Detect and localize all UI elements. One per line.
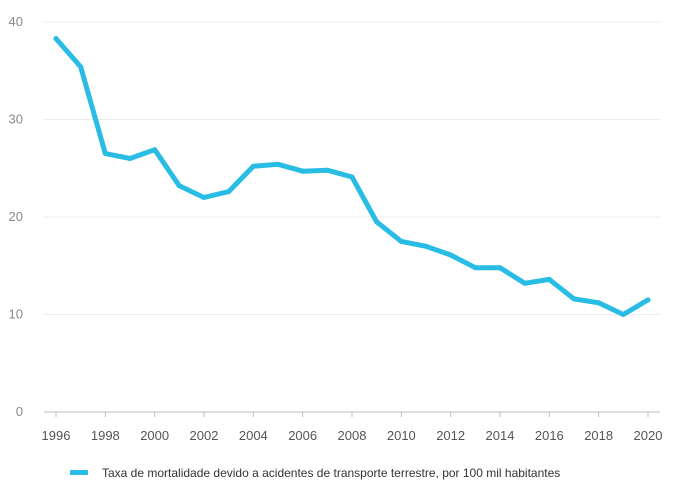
x-tick-label: 2018 [584,428,613,443]
data-point [398,238,404,244]
data-point [300,168,306,174]
data-point [497,265,503,271]
y-tick-label: 0 [16,404,23,419]
x-tick-label: 1998 [91,428,120,443]
series-layer [53,36,651,317]
legend-swatch [70,470,88,475]
data-point [226,189,232,195]
data-point [152,147,158,153]
x-tick-label: 2008 [338,428,367,443]
data-point [374,219,380,225]
y-tick-label: 20 [9,209,23,224]
data-point [546,276,552,282]
x-tick-label: 2004 [239,428,268,443]
x-tick-label: 2002 [190,428,219,443]
x-axis-ticks: 1996 1998 2000 2002 2004 2006 2008 2010 2012 2014… [42,412,663,443]
data-point [349,174,355,180]
data-point [127,156,133,161]
data-point [620,312,626,317]
data-point [275,161,281,167]
data-point [53,36,59,42]
x-tick-label: 2020 [634,428,663,443]
legend-label: Taxa de mortalidade devido a acidentes d… [102,466,560,480]
data-point [596,300,602,306]
x-tick-label: 1996 [42,428,71,443]
data-point [423,243,429,249]
data-point [78,64,84,70]
x-tick-label: 2010 [387,428,416,443]
legend: Taxa de mortalidade devido a acidentes d… [70,466,560,480]
gridlines [44,21,660,413]
y-tick-label: 30 [9,112,23,127]
data-point [472,265,478,271]
data-point [522,280,528,286]
y-tick-label: 10 [9,307,23,322]
x-tick-label: 2014 [486,428,515,443]
x-tick-label: 2000 [140,428,169,443]
x-tick-label: 2012 [436,428,465,443]
data-point [571,296,577,302]
data-point [448,252,454,258]
x-tick-label: 2006 [288,428,317,443]
data-point [645,297,651,303]
y-tick-label: 40 [9,14,23,29]
data-point [250,163,256,169]
y-axis-ticks: 0 10 20 30 40 [9,14,23,419]
x-tick-label: 2016 [535,428,564,443]
data-point [102,151,108,157]
data-point [201,195,207,200]
data-point [324,167,330,173]
data-point [176,183,182,189]
